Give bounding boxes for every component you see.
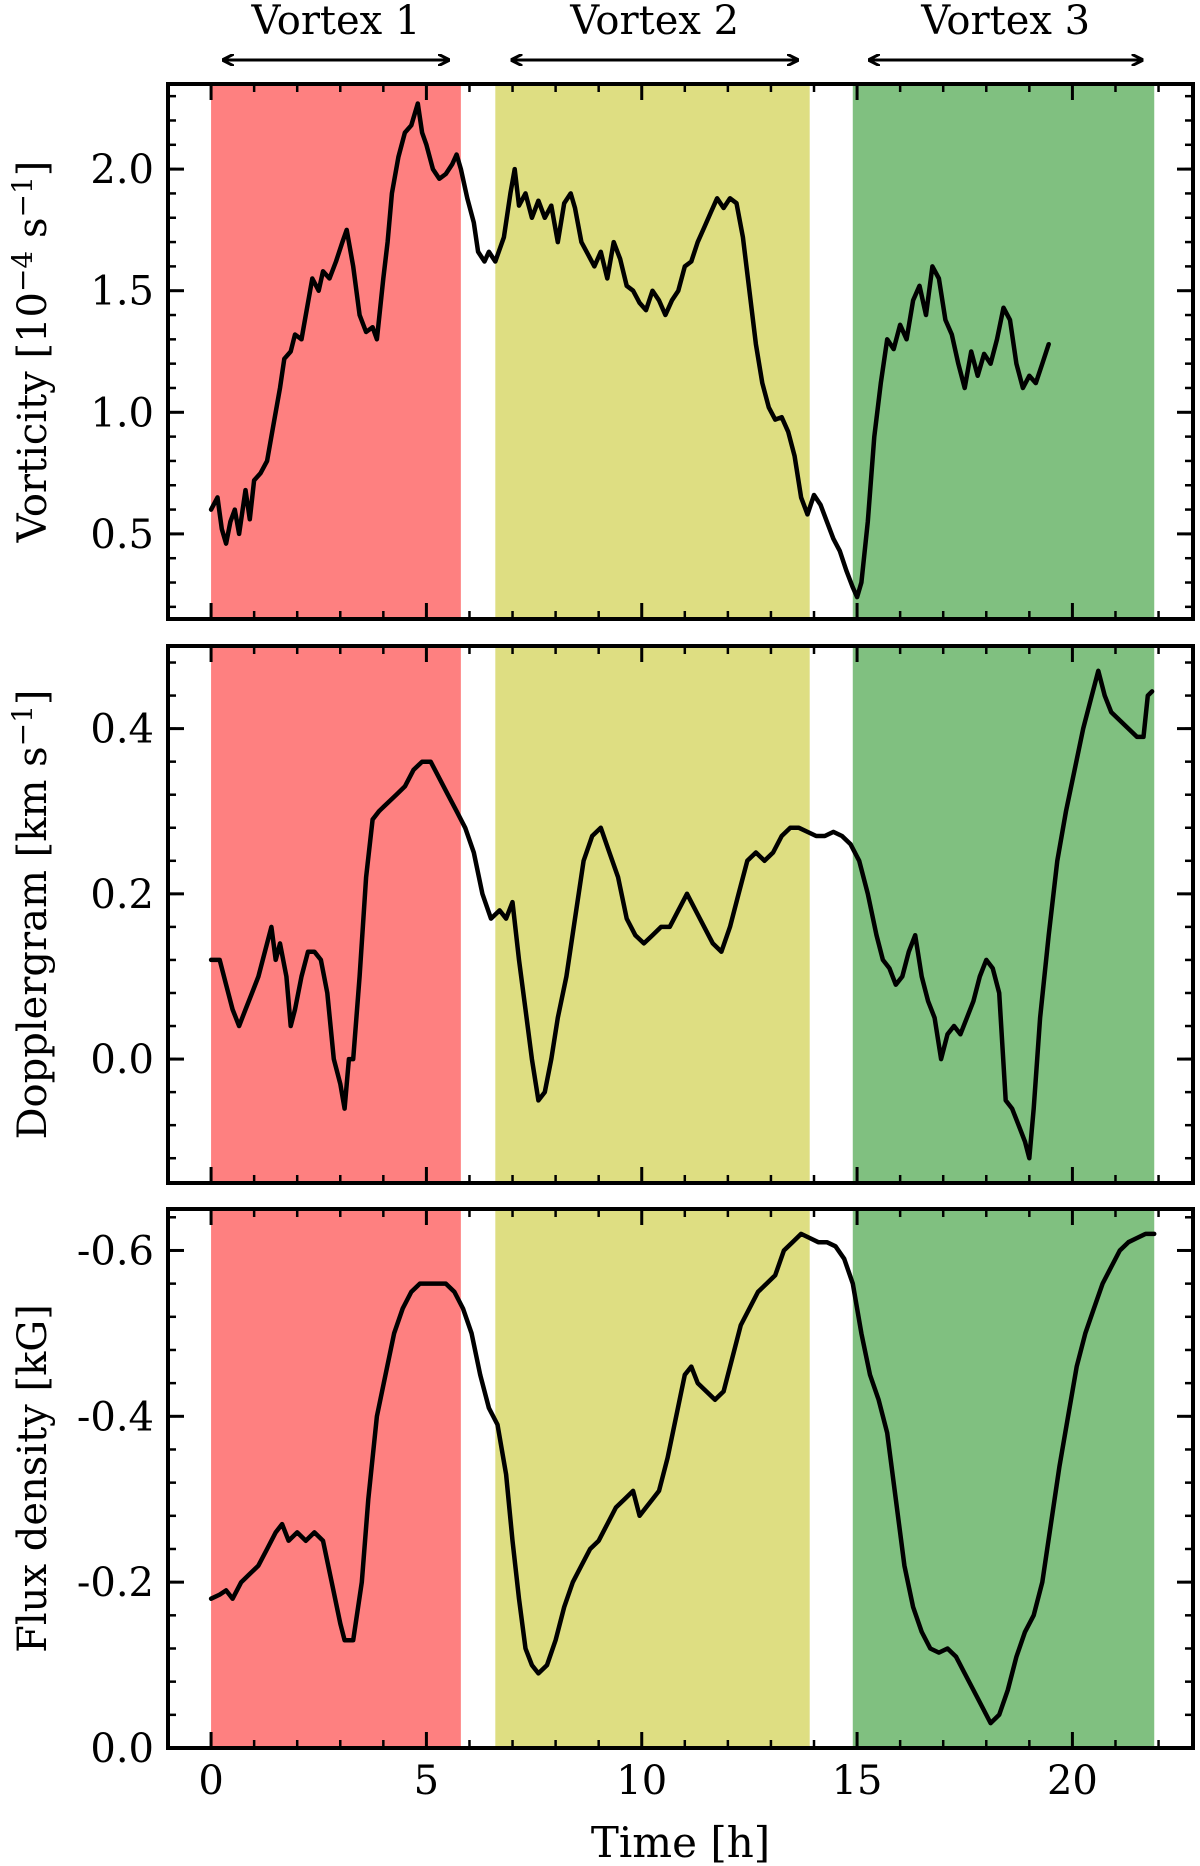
x-tick-label: 20 bbox=[1047, 1758, 1098, 1804]
x-tick-labels: 0 5 10 15 20 bbox=[198, 1758, 1098, 1804]
y-tick-label: 1.5 bbox=[90, 269, 154, 315]
panel-vorticity: 0.5 1.0 1.5 2.0 Vorticity [10−4 s−1] bbox=[6, 82, 1195, 621]
plot-frame bbox=[166, 644, 1195, 1185]
vortex-span-1 bbox=[211, 1209, 461, 1748]
series-line-vorticity bbox=[208, 101, 1051, 600]
vortex-span-2 bbox=[495, 84, 810, 619]
y-tick-label: 0.0 bbox=[90, 1726, 154, 1772]
x-tick-label: 0 bbox=[198, 1758, 223, 1804]
vortex-label-3: Vortex 3 bbox=[920, 0, 1090, 44]
y-tick-label: 0.2 bbox=[90, 872, 154, 918]
y-tick-label: 0.0 bbox=[90, 1037, 154, 1083]
vortex-span-3 bbox=[852, 84, 1155, 619]
panel-flux-density: 0.0 -0.2 -0.4 -0.6 Flux density [kG] bbox=[10, 1207, 1195, 1772]
y-tick-label: 2.0 bbox=[90, 147, 154, 193]
vortex-label-2: Vortex 2 bbox=[569, 0, 739, 44]
y-axis-label: Vorticity [10−4 s−1] bbox=[6, 161, 56, 544]
vortex-span-3 bbox=[852, 646, 1155, 1183]
series-line-dopplergram bbox=[208, 668, 1155, 1161]
vortex-header: Vortex 1 Vortex 2 Vortex 3 bbox=[224, 0, 1141, 60]
y-tick-label: -0.6 bbox=[77, 1228, 154, 1274]
vortex-span-1 bbox=[211, 84, 461, 619]
x-tick-label: 15 bbox=[832, 1758, 883, 1804]
vortex-label-1: Vortex 1 bbox=[251, 0, 421, 44]
plot-frame bbox=[166, 82, 1195, 621]
y-tick-label: -0.2 bbox=[77, 1560, 154, 1606]
y-axis-label: Flux density [kG] bbox=[10, 1304, 56, 1653]
x-tick-label: 10 bbox=[616, 1758, 667, 1804]
vortex-span-1 bbox=[211, 646, 461, 1183]
panel-dopplergram: 0.0 0.2 0.4 Dopplergram [km s−1] bbox=[6, 644, 1195, 1185]
y-tick-label: 0.4 bbox=[90, 707, 154, 753]
y-tick-label: 0.5 bbox=[90, 512, 154, 558]
vortex-span-2 bbox=[495, 646, 810, 1183]
x-tick-label: 5 bbox=[414, 1758, 439, 1804]
series-line-flux-density bbox=[208, 1231, 1157, 1726]
y-axis-label: Dopplergram [km s−1] bbox=[6, 689, 56, 1139]
y-tick-label: -0.4 bbox=[77, 1394, 154, 1440]
y-tick-label: 1.0 bbox=[90, 390, 154, 436]
plot-frame bbox=[166, 1207, 1195, 1750]
x-axis-label: Time [h] bbox=[591, 1818, 770, 1866]
vortex-span-3 bbox=[852, 1209, 1155, 1748]
